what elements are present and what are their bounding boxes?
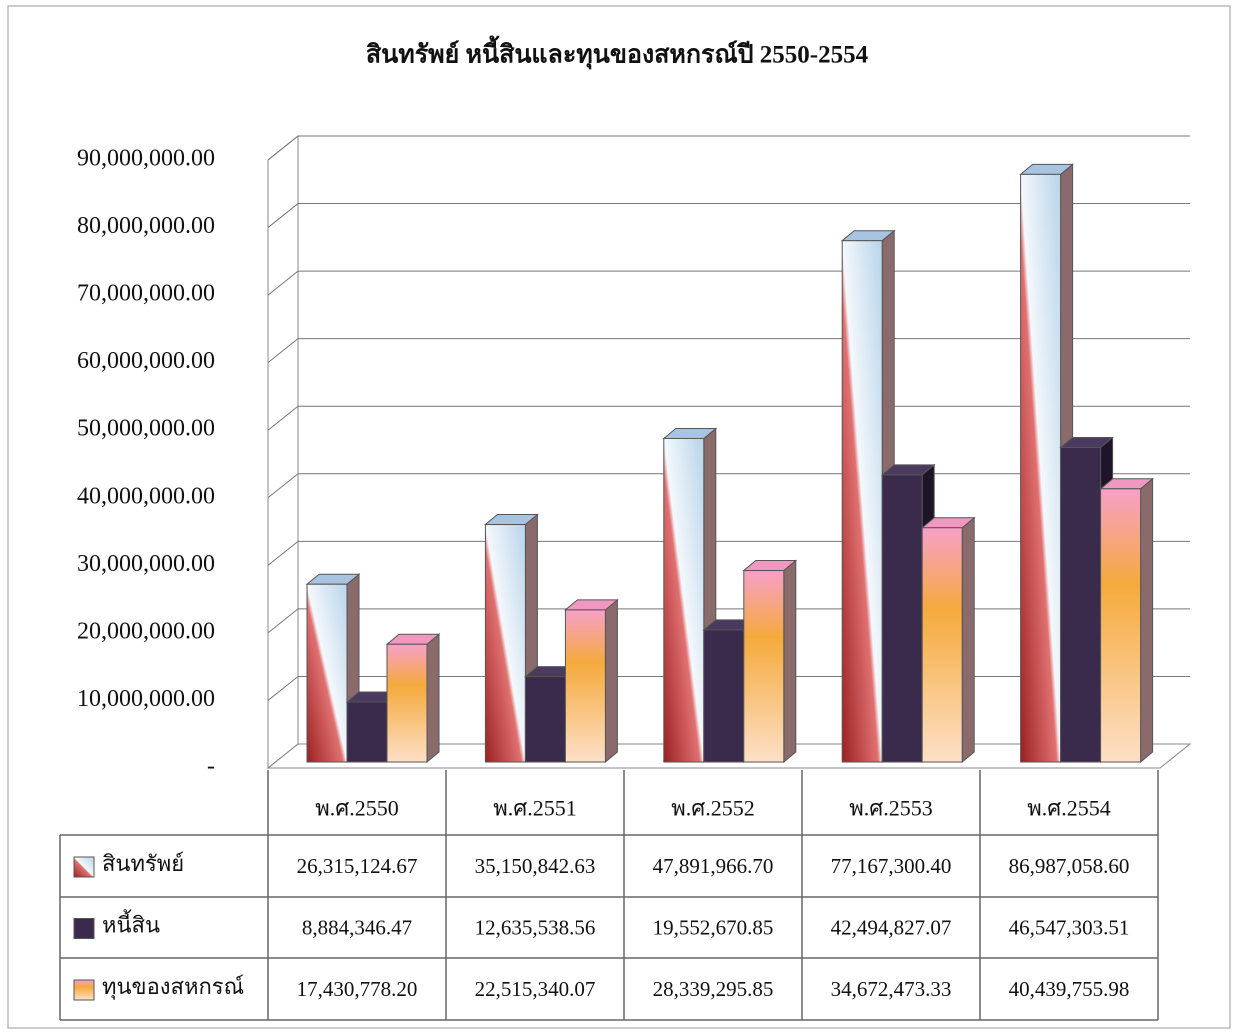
y-tick-label: 30,000,000.00 [77, 551, 215, 577]
bar [742, 559, 798, 764]
bar-face [1100, 488, 1142, 763]
category-label: พ.ศ.2550 [315, 796, 398, 821]
cell-value: 77,167,300.40 [831, 854, 952, 878]
cell-value: 46,547,303.51 [1009, 915, 1130, 939]
bar-face [961, 516, 975, 764]
y-tick-label: 80,000,000.00 [77, 213, 215, 239]
grid-line [267, 135, 1190, 161]
grid-line [267, 203, 1190, 228]
y-tick-label: - [207, 754, 215, 780]
bar-face [841, 240, 883, 763]
bar [564, 598, 619, 764]
bar-face [703, 629, 745, 763]
bar-face [524, 676, 566, 763]
bar-face [484, 524, 526, 763]
cell-value: 19,552,670.85 [653, 915, 774, 939]
bar-face [1020, 173, 1062, 763]
bar-face [921, 527, 963, 763]
legend-swatch [73, 979, 95, 1001]
y-tick-label: 40,000,000.00 [77, 483, 215, 509]
cell-value: 42,494,827.07 [831, 915, 952, 939]
bar-face [604, 598, 618, 764]
bar-face [1140, 477, 1154, 764]
category-label: พ.ศ.2551 [493, 796, 576, 821]
bar-face [783, 559, 797, 764]
cell-value: 26,315,124.67 [297, 854, 418, 878]
bar-face [386, 643, 428, 763]
bar-face [881, 474, 923, 763]
bar-face [346, 701, 388, 763]
bar-face [1060, 447, 1102, 763]
bar [385, 633, 441, 764]
legend-label: ทุนของสหกรณ์ [102, 974, 244, 1000]
bar-face [743, 570, 785, 763]
y-tick-label: 20,000,000.00 [77, 618, 215, 644]
bar [840, 229, 896, 764]
chart-title: สินทรัพย์ หนี้สินและทุนของสหกรณ์ปี 2550-… [366, 35, 869, 71]
legend-label: หนี้สิน [102, 910, 160, 938]
cell-value: 28,339,295.85 [653, 977, 774, 1001]
cell-value: 17,430,778.20 [297, 977, 418, 1001]
y-tick-label: 50,000,000.00 [77, 416, 215, 442]
bar-face [564, 609, 606, 763]
category-label: พ.ศ.2554 [1027, 796, 1110, 821]
category-label: พ.ศ.2552 [671, 796, 754, 821]
bar-face [306, 583, 348, 763]
y-tick-label: 70,000,000.00 [77, 281, 215, 307]
cell-value: 35,150,842.63 [475, 854, 596, 878]
category-label: พ.ศ.2553 [849, 796, 932, 821]
cell-value: 8,884,346.47 [302, 915, 412, 939]
y-tick-label: 90,000,000.00 [77, 146, 215, 172]
cell-value: 34,672,473.33 [831, 977, 952, 1001]
bar-face [663, 437, 705, 763]
cell-value: 40,439,755.98 [1009, 977, 1130, 1001]
bar [1099, 477, 1154, 764]
legend-swatch [73, 918, 95, 939]
cell-value: 12,635,538.56 [475, 915, 596, 939]
floor [266, 743, 1192, 769]
legend-swatch [73, 856, 95, 878]
y-tick-label: 60,000,000.00 [77, 348, 215, 374]
bar [920, 516, 976, 764]
cell-value: 47,891,966.70 [653, 854, 774, 878]
table-grid [59, 770, 1159, 1021]
cell-value: 86,987,058.60 [1009, 854, 1130, 878]
legend-label: สินทรัพย์ [102, 851, 184, 876]
y-tick-label: 10,000,000.00 [77, 686, 215, 712]
bar-face [426, 633, 440, 764]
wall [267, 134, 299, 770]
cell-value: 22,515,340.07 [475, 977, 596, 1001]
frame [7, 5, 1231, 1029]
